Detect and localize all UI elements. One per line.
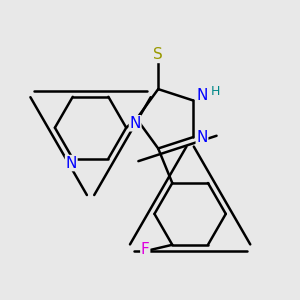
Text: N: N bbox=[196, 88, 208, 104]
Text: N: N bbox=[130, 116, 141, 131]
Text: N: N bbox=[65, 156, 77, 171]
Text: H: H bbox=[211, 85, 220, 98]
Text: S: S bbox=[153, 47, 163, 62]
Text: N: N bbox=[196, 130, 208, 145]
Text: F: F bbox=[141, 242, 150, 257]
